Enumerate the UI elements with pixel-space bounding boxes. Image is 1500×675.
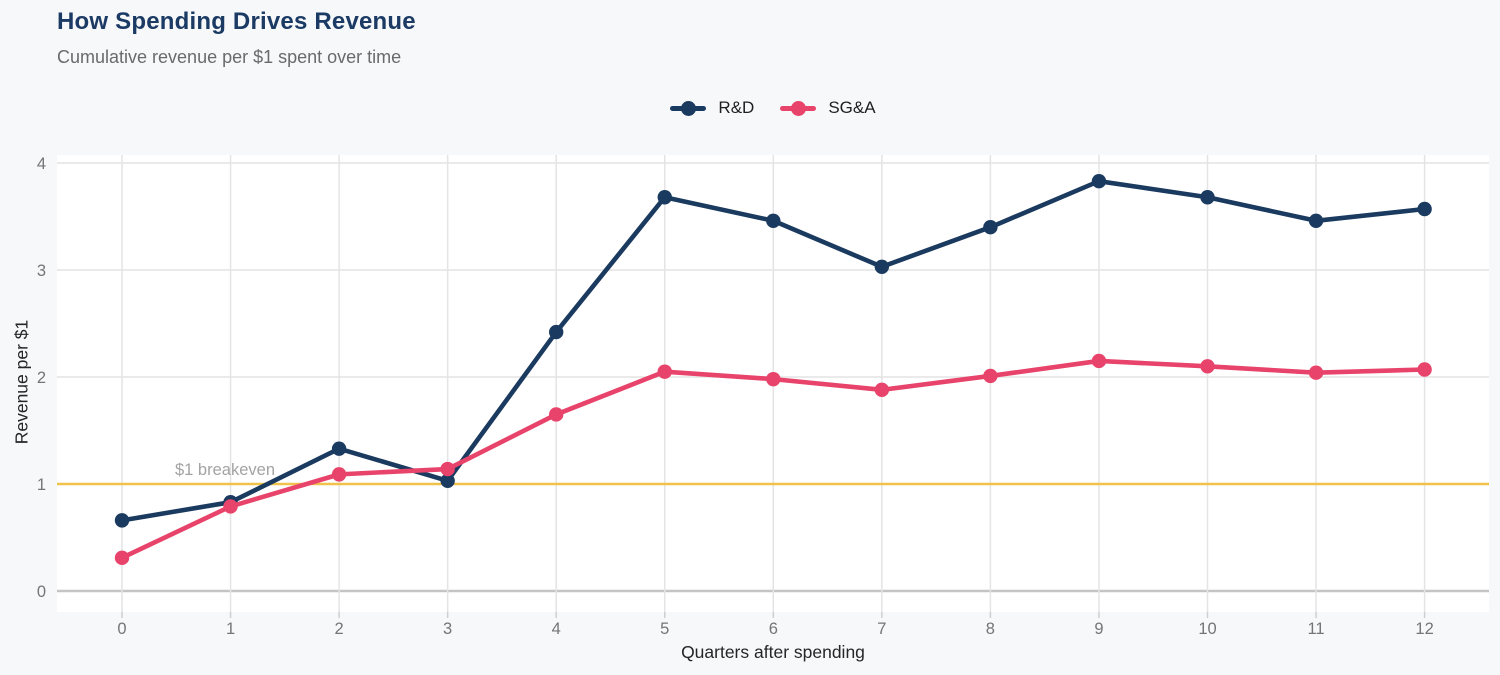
sg-a-point [223, 499, 238, 514]
r-d-point [440, 473, 455, 488]
x-tick-label: 8 [986, 620, 995, 638]
sg-a-point [331, 467, 347, 482]
page-subtitle: Cumulative revenue per $1 spent over tim… [57, 47, 402, 67]
legend-label-rd: R&D [718, 98, 755, 117]
r-d-point [331, 441, 347, 456]
r-d-point [1091, 173, 1107, 189]
sg-a-point [1200, 359, 1215, 374]
x-tick-label: 2 [335, 620, 344, 638]
x-tick-label: 7 [877, 620, 886, 638]
sg-a-point [766, 371, 781, 387]
sg-a-point [657, 364, 672, 379]
sga-series-marker-icon [780, 100, 817, 116]
sg-a-point [1417, 362, 1432, 377]
y-tick-label: 3 [37, 262, 46, 280]
x-tick-label: 1 [226, 620, 235, 638]
x-tick-label: 3 [443, 620, 452, 638]
r-d-point [549, 324, 564, 340]
x-tick-label: 0 [117, 620, 126, 638]
legend-item-rd: R&D [670, 98, 754, 118]
sg-a-point [983, 368, 998, 384]
x-tick-label: 4 [552, 620, 561, 638]
sg-a-point [1091, 353, 1107, 369]
legend: R&D SG&A [46, 98, 1500, 118]
x-tick-label: 11 [1307, 620, 1324, 638]
legend-label-sga: SG&A [828, 98, 876, 117]
x-axis-title: Quarters after spending [681, 642, 865, 662]
sg-a-point [440, 461, 455, 477]
y-tick-label: 4 [37, 155, 46, 173]
sg-a-point [549, 407, 564, 422]
x-tick-label: 12 [1415, 620, 1433, 638]
sg-a-point [874, 382, 890, 398]
sga-legend-dot [790, 100, 806, 116]
page-title: How Spending Drives Revenue [57, 8, 416, 35]
r-d-point [766, 213, 781, 228]
x-tick-label: 9 [1094, 620, 1103, 638]
x-tick-label: 5 [660, 620, 669, 638]
y-tick-label: 1 [37, 476, 46, 494]
r-d-point [874, 259, 890, 274]
sg-a-point [114, 550, 130, 566]
legend-item-sga: SG&A [780, 98, 876, 118]
x-tick-label: 10 [1198, 620, 1216, 638]
r-d-point [114, 513, 130, 528]
r-d-point [983, 220, 998, 235]
x-tick-label: 6 [769, 620, 778, 638]
y-tick-label: 2 [37, 369, 46, 387]
sg-a-point [1308, 365, 1324, 380]
rd-legend-dot [680, 100, 696, 116]
y-axis-title: Revenue per $1 [11, 319, 32, 445]
breakeven-annotation: $1 breakeven [175, 461, 275, 479]
r-d-point [1308, 213, 1324, 228]
rd-series-marker-icon [670, 100, 707, 116]
y-tick-label: 0 [37, 583, 46, 601]
r-d-point [1200, 190, 1215, 205]
r-d-point [1417, 201, 1432, 217]
r-d-point [657, 190, 672, 205]
